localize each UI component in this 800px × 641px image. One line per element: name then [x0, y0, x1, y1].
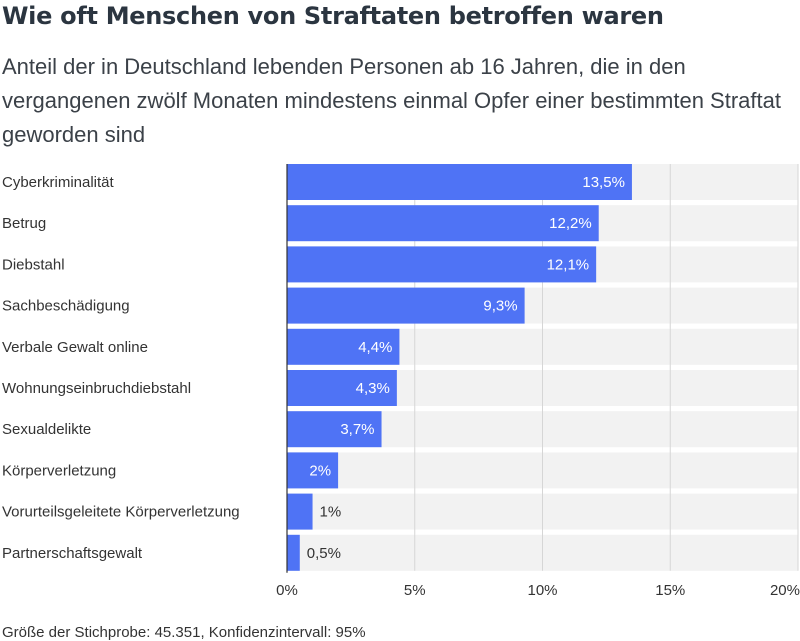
data-label: 9,3% — [483, 298, 517, 315]
bar — [287, 205, 599, 242]
data-label: 12,1% — [547, 256, 590, 273]
category-label: Betrug — [2, 215, 46, 232]
x-tick-label: 5% — [404, 582, 426, 599]
category-label: Vorurteilsgeleitete Körperverletzung — [2, 504, 240, 521]
x-tick-label: 10% — [527, 582, 557, 599]
category-label: Körperverletzung — [2, 462, 116, 479]
x-tick-label: 15% — [655, 582, 685, 599]
bar — [287, 246, 597, 283]
category-label: Cyberkriminalität — [2, 174, 115, 191]
data-label: 4,3% — [356, 380, 390, 397]
category-label: Verbale Gewalt online — [2, 339, 148, 356]
data-label: 13,5% — [582, 174, 625, 191]
chart-subtitle: Anteil der in Deutschland lebenden Perso… — [2, 54, 781, 147]
bar — [287, 287, 525, 324]
data-label: 12,2% — [549, 215, 592, 232]
bar — [287, 370, 397, 406]
category-label: Diebstahl — [2, 256, 65, 273]
category-label: Partnerschaftsgewalt — [2, 545, 143, 562]
data-label: 0,5% — [307, 545, 341, 562]
bar — [287, 493, 313, 530]
data-label: 4,4% — [358, 339, 392, 356]
bar — [287, 328, 400, 365]
chart-title: Wie oft Menschen von Straftaten betroffe… — [2, 2, 664, 30]
data-label: 2% — [309, 462, 331, 479]
category-label: Sachbeschädigung — [2, 298, 130, 315]
bar — [287, 164, 632, 200]
bar — [287, 411, 382, 448]
data-label: 1% — [320, 504, 342, 521]
x-tick-label: 20% — [770, 582, 800, 599]
bar — [287, 534, 300, 571]
x-tick-label: 0% — [276, 582, 298, 599]
bar-chart: Cyberkriminalität 13,5% Betrug 12,2% Diebsta… — [2, 164, 800, 599]
data-label: 3,7% — [340, 421, 374, 438]
category-label: Sexualdelikte — [2, 421, 91, 438]
footnote: Größe der Stichprobe: 45.351, Konfidenzi… — [2, 624, 366, 641]
bar — [287, 452, 339, 489]
category-label: Wohnungseinbruchdiebstahl — [2, 380, 191, 397]
